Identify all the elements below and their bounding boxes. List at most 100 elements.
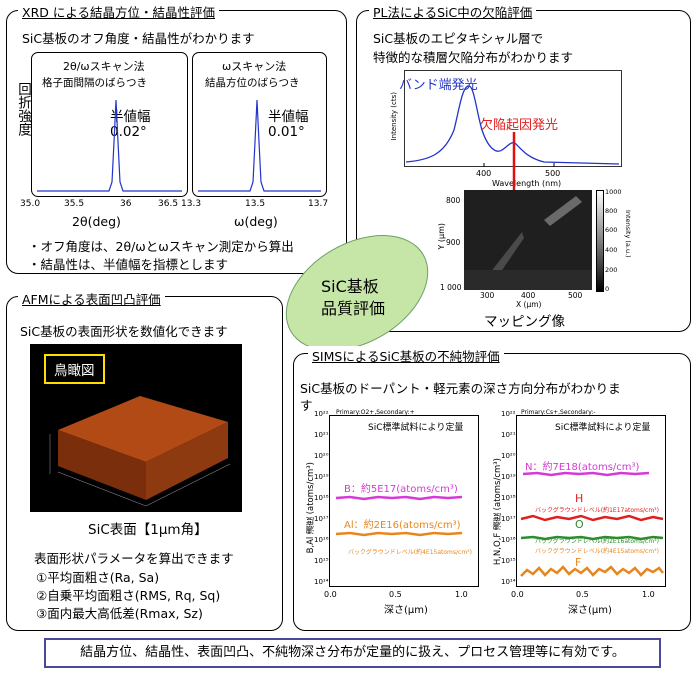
pl-map-xlabel: X (μm) — [516, 300, 542, 309]
pl-colorbar-tick-5: 200 — [605, 266, 618, 274]
xrd-left-frame — [31, 52, 188, 197]
pl-map-features — [464, 190, 592, 290]
pl-map-lower-patch — [464, 270, 592, 290]
sims-left-ytick-3: 10²⁰ — [314, 452, 329, 460]
pl-spectrum-xtick-2: 500 — [545, 169, 561, 178]
sims-left-xlabel: 深さ(μm) — [384, 605, 428, 616]
afm-image-label: 鳥瞰図 — [44, 354, 105, 384]
pl-colorbar — [596, 190, 604, 292]
sims-left-ytick-9: 10¹⁴ — [314, 578, 329, 586]
xrd-left-peak-line — [37, 99, 182, 192]
xrd-subtitle: SiC基板のオフ角度・結晶性がわかります — [22, 31, 255, 46]
sims-bg-h: バックグラウンドレベル(約1E17atoms/cm³) — [535, 507, 659, 514]
xrd-left-xlabel: 2θ(deg) — [72, 214, 121, 229]
xrd-right-peak-line — [198, 99, 321, 192]
sims-right-xtick-1: 0.0 — [511, 590, 524, 599]
sims-right-ytick-1: 10²² — [501, 410, 516, 418]
pl-map-defect-band — [544, 196, 582, 226]
footer-text: 結晶方位、結晶性、表面凹凸、不純物深さ分布が定量的に扱え、プロセス管理等に有効で… — [80, 645, 625, 660]
pl-map-image — [464, 190, 592, 290]
pl-map-xtick-3: 500 — [568, 291, 583, 300]
afm-item-3: ③面内最大高低差(Rmax, Sz) — [36, 606, 203, 621]
sims-o-line — [520, 535, 664, 541]
xrd-left-fwhm-label: 半値幅 — [110, 109, 151, 125]
afm-panel-title: AFMによる表面凹凸評価 — [18, 289, 165, 308]
xrd-left-tick-3: 36 — [120, 199, 132, 209]
sims-right-ytick-9: 10¹⁴ — [501, 578, 516, 586]
sims-right-ytick-6: 10¹⁷ — [501, 515, 516, 523]
pl-colorbar-tick-3: 600 — [605, 226, 618, 234]
afm-subtitle: SiC基板の表面形状を数値化できます — [20, 324, 228, 339]
pl-colorbar-tick-4: 400 — [605, 246, 618, 254]
sims-b-label: B：約5E17(atoms/cm³) — [344, 484, 458, 495]
xrd-right-xlabel: ω(deg) — [234, 214, 278, 229]
sims-right-lines — [520, 471, 664, 577]
sims-left-ytick-8: 10¹⁵ — [314, 557, 329, 565]
sims-left-xtick-1: 0.0 — [324, 590, 337, 599]
sims-right-ytick-8: 10¹⁵ — [501, 557, 516, 565]
afm-item-2: ②自乗平均面粗さ(RMS, Rq, Sq) — [36, 588, 221, 603]
sims-bg-f: バックグラウンドレベル(約4E15atoms/cm³) — [535, 548, 659, 555]
afm-axis-bottom — [57, 471, 147, 507]
xrd-left-tick-4: 36.5 — [158, 199, 179, 209]
xrd-note-2: ・結晶性は、半値幅を指標とします — [28, 257, 229, 272]
pl-panel-title: PL法によるSiC中の欠陥評価 — [369, 2, 537, 21]
pl-spectrum-ylabel: Intensity (cts) — [390, 92, 398, 141]
sims-f-line — [520, 565, 664, 577]
pl-spectrum-line — [405, 85, 620, 165]
afm-params-heading: 表面形状パラメータを算出できます — [34, 551, 234, 566]
pl-colorbar-label: Intensity (a.u.) — [624, 210, 632, 258]
afm-surface-side — [146, 422, 228, 500]
sims-subtitle-2: す — [300, 398, 313, 413]
center-line-1: SiC基板 — [321, 277, 379, 296]
sims-right-header: Primary:Cs+,Secondary:- — [521, 409, 596, 416]
sims-n-label: N：約7E18(atoms/cm³) — [525, 462, 640, 473]
afm-image: 鳥瞰図 — [30, 344, 242, 512]
xrd-right-peak — [198, 99, 321, 192]
sims-bg-left: バックグラウンドレベル(約4E15atoms/cm³) — [348, 549, 472, 556]
xrd-right-tick-3: 13.7 — [308, 199, 329, 209]
xrd-right-tick-2: 13.5 — [245, 199, 266, 209]
sims-left-plot: SiC標準試料により定量 B：約5E17(atoms/cm³) Al：約2E16… — [329, 415, 479, 587]
sims-h-line — [520, 514, 664, 522]
footer-box — [44, 638, 661, 668]
sims-right-ytick-3: 10²⁰ — [501, 452, 516, 460]
xrd-ylabel: 回折強度 — [15, 82, 31, 136]
xrd-left-title: 2θ/ωスキャン法 — [63, 60, 145, 73]
sims-b-line — [335, 495, 463, 501]
xrd-panel-title: XRD による結晶方位・結晶性評価 — [18, 2, 219, 21]
pl-map-ytick-1: 800 — [446, 196, 461, 205]
xrd-right-frame — [192, 52, 327, 197]
sims-f-label: F — [575, 556, 582, 569]
xrd-left-tick-2: 35.5 — [64, 199, 85, 209]
sims-o-label: O — [575, 518, 584, 531]
afm-item-1: ①平均面粗さ(Ra, Sa) — [36, 570, 160, 585]
pl-spectrum-xlabel: Wavelength (nm) — [492, 179, 562, 188]
sims-right-standard-note: SiC標準試料により定量 — [555, 423, 651, 433]
afm-axis-right — [145, 463, 231, 507]
pl-band-label: バンド端発光 — [399, 78, 478, 93]
pl-line-1: SiC基板のエピタキシャル層で — [373, 31, 544, 46]
pl-map-xtick-2: 400 — [521, 291, 536, 300]
afm-surface-front — [58, 430, 146, 500]
xrd-right-tick-1: 13.3 — [181, 199, 202, 209]
sims-al-line — [335, 531, 463, 537]
sims-left-ytick-2: 10²¹ — [314, 431, 329, 439]
pl-map-ylabel: Y (μm) — [437, 223, 446, 250]
pl-colorbar-tick-2: 800 — [605, 207, 618, 215]
xrd-left-peak — [37, 99, 182, 192]
pl-map-caption: マッピング像 — [484, 314, 565, 330]
sims-left-ytick-5: 10¹⁸ — [314, 494, 329, 502]
sims-left-ytick-7: 10¹⁶ — [314, 536, 329, 544]
xrd-right-fwhm-label: 半値幅 — [268, 109, 309, 125]
sims-right-xtick-3: 1.0 — [642, 590, 655, 599]
sims-bg-o: バックグラウンドレベル(約2E16atoms/cm³) — [535, 538, 659, 545]
xrd-left-fwhm-value: 0.02° — [110, 124, 147, 140]
xrd-left-tick-1: 35.0 — [20, 199, 41, 209]
xrd-left-subtitle: 格子面間隔のばらつき — [42, 77, 147, 89]
sims-right-ytick-4: 10¹⁹ — [501, 473, 516, 481]
pl-colorbar-tick-6: 0 — [605, 285, 610, 293]
sims-right-ytick-7: 10¹⁶ — [501, 536, 516, 544]
pl-map-xtick-1: 300 — [480, 291, 495, 300]
sims-left-ytick-1: 10²² — [314, 410, 329, 418]
